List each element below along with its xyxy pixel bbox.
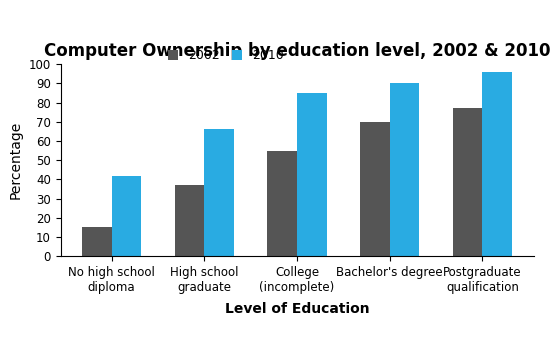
Bar: [482, 72, 512, 256]
X-axis label: Level of Education: Level of Education: [225, 302, 369, 316]
Bar: [82, 227, 112, 256]
Bar: [389, 83, 419, 256]
Bar: [267, 151, 297, 256]
Legend: 2002, 2010: 2002, 2010: [164, 45, 288, 66]
Bar: [205, 130, 234, 256]
Bar: [453, 108, 482, 256]
Bar: [297, 93, 327, 256]
Bar: [112, 176, 141, 256]
Bar: [175, 185, 205, 256]
Y-axis label: Percentage: Percentage: [9, 121, 23, 199]
Title: Computer Ownership by education level, 2002 & 2010: Computer Ownership by education level, 2…: [44, 42, 550, 60]
Bar: [360, 122, 389, 256]
